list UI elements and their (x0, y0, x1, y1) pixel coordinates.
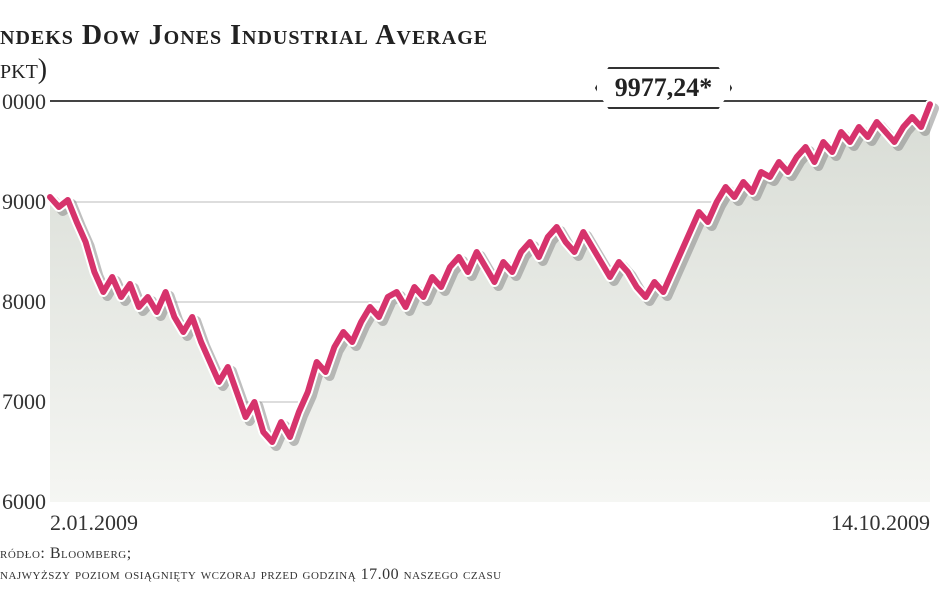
x-end-label: 14.10.2009 (831, 510, 930, 536)
y-tick-label: 9000 (2, 189, 46, 215)
chart-container: ndeks Dow Jones Industrial Average pkt) … (0, 0, 948, 593)
chart-svg (50, 102, 930, 502)
y-tick-label: 0000 (2, 89, 46, 115)
value-callout: 9977,24* (595, 67, 733, 109)
chart-subtitle: pkt) (0, 54, 47, 86)
x-start-label: 2.01.2009 (50, 510, 138, 536)
y-tick-label: 6000 (2, 489, 46, 515)
y-tick-label: 7000 (2, 389, 46, 415)
plot-area: 60007000800090000000 2.01.2009 14.10.200… (50, 100, 930, 500)
footnote-note: najwyższy poziom osiągnięty wczoraj prze… (0, 566, 502, 584)
y-tick-label: 8000 (2, 289, 46, 315)
footnote-source: ródło: Bloomberg; (0, 545, 132, 563)
chart-title: ndeks Dow Jones Industrial Average (0, 20, 488, 52)
